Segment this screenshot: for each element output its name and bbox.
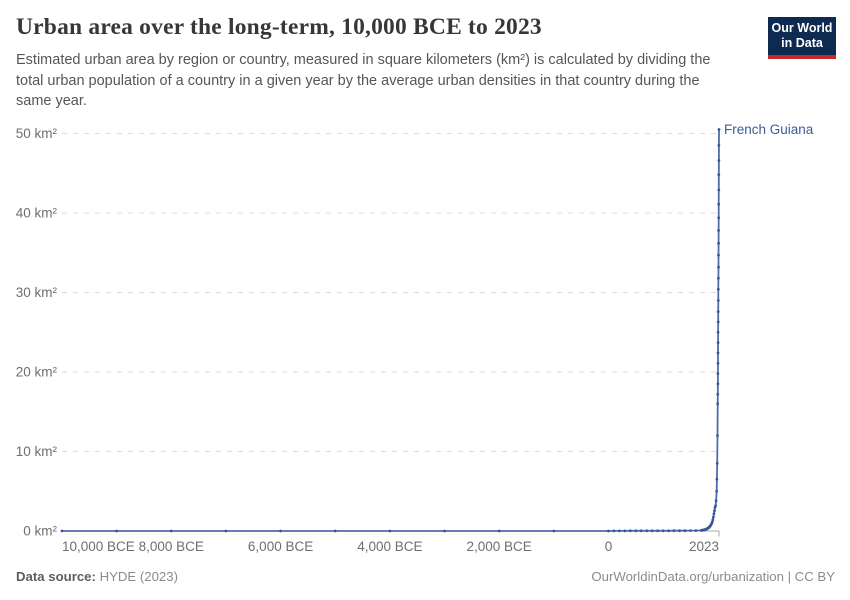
data-point-marker[interactable] (716, 351, 720, 355)
y-tick-label: 40 km² (16, 206, 58, 221)
data-point-marker[interactable] (667, 529, 670, 533)
data-point-marker[interactable] (717, 276, 720, 280)
data-point-marker[interactable] (716, 310, 720, 313)
data-point-marker[interactable] (388, 529, 392, 533)
data-point-marker[interactable] (717, 188, 721, 192)
credit-link[interactable]: OurWorldinData.org/urbanization | CC BY (591, 569, 835, 584)
data-point-marker[interactable] (716, 434, 719, 437)
owid-logo-line1: Our World (771, 21, 833, 35)
data-point-marker[interactable] (712, 515, 715, 519)
data-point-marker[interactable] (717, 265, 720, 269)
series-line[interactable] (61, 128, 720, 532)
y-tick-label: 20 km² (16, 365, 58, 380)
data-point-marker[interactable] (115, 529, 118, 533)
data-point-marker[interactable] (333, 529, 337, 533)
data-point-marker[interactable] (716, 287, 720, 291)
data-point-marker[interactable] (716, 392, 720, 396)
x-tick-label: 2,000 BCE (467, 539, 532, 554)
data-point-marker[interactable] (717, 216, 721, 220)
owid-logo-line2: in Data (781, 36, 823, 51)
data-point-marker[interactable] (607, 529, 610, 533)
x-tick-label: 2023 (689, 539, 719, 554)
data-point-marker[interactable] (443, 529, 446, 533)
data-point-marker[interactable] (716, 361, 720, 365)
data-point-marker[interactable] (169, 529, 173, 533)
data-point-marker[interactable] (618, 529, 621, 533)
data-point-marker[interactable] (656, 529, 659, 533)
owid-logo[interactable]: Our World in Data (768, 17, 836, 59)
data-point-marker[interactable] (716, 402, 720, 406)
data-point-marker[interactable] (683, 529, 687, 533)
page-title: Urban area over the long-term, 10,000 BC… (16, 14, 542, 40)
data-point-marker[interactable] (639, 529, 643, 533)
data-point-marker[interactable] (694, 529, 698, 532)
data-point-marker[interactable] (717, 229, 720, 232)
data-point-marker[interactable] (716, 382, 720, 386)
x-tick-label: 10,000 BCE (62, 539, 135, 554)
data-point-marker[interactable] (678, 529, 681, 533)
data-point-marker[interactable] (717, 173, 721, 177)
y-tick-label: 0 km² (23, 524, 57, 539)
data-point-marker[interactable] (717, 241, 720, 245)
data-point-marker[interactable] (712, 512, 716, 516)
data-point-marker[interactable] (552, 529, 556, 533)
data-source-value: HYDE (2023) (99, 569, 178, 584)
data-point-marker[interactable] (689, 529, 692, 532)
data-point-marker[interactable] (650, 529, 654, 533)
data-point-marker[interactable] (279, 529, 282, 533)
x-tick-label: 4,000 BCE (357, 539, 422, 554)
data-point-marker[interactable] (716, 330, 720, 334)
data-point-marker[interactable] (716, 320, 720, 324)
data-source-label: Data source: (16, 569, 96, 584)
data-point-marker[interactable] (717, 159, 721, 162)
data-point-marker[interactable] (715, 477, 719, 481)
data-point-marker[interactable] (628, 529, 632, 533)
x-tick-label: 6,000 BCE (248, 539, 313, 554)
y-tick-label: 50 km² (16, 126, 58, 141)
chart-subtitle: Estimated urban area by region or countr… (16, 52, 711, 110)
series-label[interactable]: French Guiana (724, 122, 814, 137)
data-point-marker[interactable] (623, 529, 627, 533)
data-point-marker[interactable] (60, 529, 64, 533)
data-point-marker[interactable] (714, 504, 717, 507)
data-point-marker[interactable] (715, 462, 719, 465)
data-point-marker[interactable] (711, 518, 715, 522)
data-point-marker[interactable] (713, 509, 716, 513)
y-tick-label: 10 km² (16, 444, 58, 459)
data-point-marker[interactable] (714, 499, 718, 503)
data-point-marker[interactable] (612, 529, 616, 533)
data-point-marker[interactable] (661, 529, 665, 533)
y-tick-label: 30 km² (16, 285, 58, 300)
data-point-marker[interactable] (497, 529, 501, 533)
data-point-marker[interactable] (672, 529, 676, 533)
data-point-marker[interactable] (716, 372, 720, 375)
data-point-marker[interactable] (717, 128, 721, 131)
data-point-marker[interactable] (717, 253, 720, 257)
data-point-marker[interactable] (715, 489, 719, 493)
x-tick-label: 0 (605, 539, 613, 554)
data-point-marker[interactable] (634, 529, 638, 533)
data-point-marker[interactable] (224, 529, 228, 533)
data-point-marker[interactable] (716, 341, 720, 344)
data-source: Data source: HYDE (2023) (16, 569, 178, 584)
data-point-marker[interactable] (645, 529, 649, 533)
x-tick-label: 8,000 BCE (139, 539, 204, 554)
data-point-marker[interactable] (717, 144, 721, 147)
data-point-marker[interactable] (716, 299, 720, 302)
data-point-marker[interactable] (717, 202, 721, 206)
